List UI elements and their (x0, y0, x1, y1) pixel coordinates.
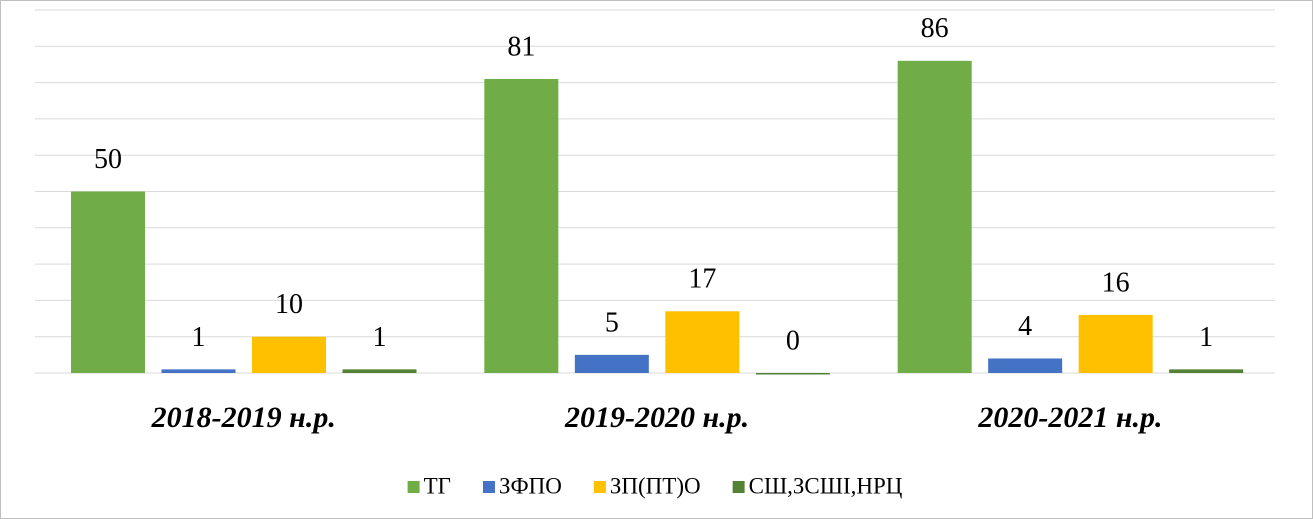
legend-label: ЗП(ПТ)О (610, 473, 701, 498)
bar (161, 369, 236, 373)
bar (71, 191, 145, 373)
data-label: 1 (373, 322, 387, 353)
legend-swatch (732, 481, 745, 493)
legend-swatch (407, 481, 420, 493)
bar (665, 311, 740, 373)
data-label: 1 (1199, 322, 1213, 353)
data-label: 0 (786, 325, 800, 356)
data-label: 50 (94, 144, 122, 175)
legend-swatch (593, 481, 606, 493)
data-label: 16 (1102, 267, 1130, 298)
bar (1078, 314, 1153, 373)
bar (897, 60, 972, 373)
x-tick-label: 2020-2021 н.р. (977, 401, 1162, 434)
data-label: 4 (1018, 311, 1032, 342)
data-label: 81 (507, 31, 535, 62)
legend-label: ТГ (424, 473, 451, 498)
legend-swatch (482, 481, 495, 493)
bar (342, 369, 417, 373)
x-tick-label: 2018-2019 н.р. (151, 401, 336, 434)
bar (1169, 369, 1244, 373)
legend-label: ЗФПО (499, 473, 562, 498)
bar (574, 354, 649, 373)
bar (988, 358, 1063, 373)
legend-label: СШ,ЗСШІ,НРЦ (749, 473, 903, 498)
data-label: 86 (921, 13, 949, 44)
x-tick-label: 2019-2020 н.р. (564, 401, 749, 434)
bar (252, 336, 326, 373)
data-label: 1 (192, 322, 206, 353)
bar (755, 373, 830, 375)
data-label: 5 (605, 307, 619, 338)
data-label: 17 (688, 264, 716, 295)
data-label: 10 (275, 289, 303, 320)
bar (484, 78, 559, 373)
